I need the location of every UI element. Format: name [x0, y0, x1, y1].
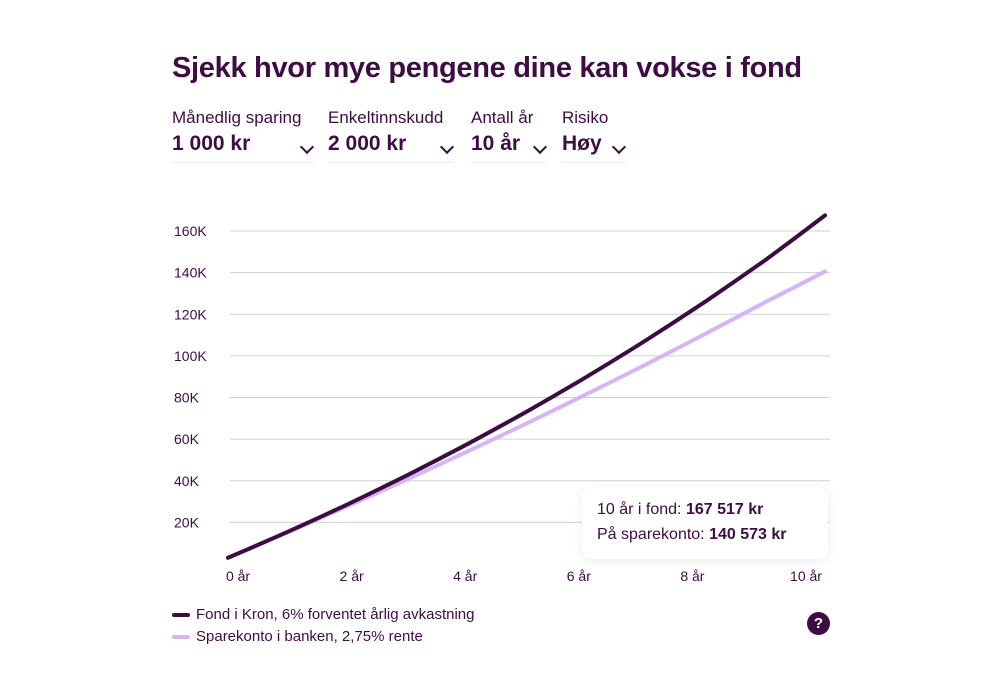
risk-value: Høy [562, 132, 602, 155]
monthly-savings-label: Månedlig sparing [172, 108, 302, 127]
y-tick-label: 40K [174, 473, 200, 489]
single-deposit-select[interactable]: Enkeltinnskudd 2 000 kr [328, 108, 455, 163]
monthly-savings-select[interactable]: Månedlig sparing 1 000 kr [172, 108, 315, 163]
legend-swatch-sparekonto [172, 635, 190, 640]
y-tick-label: 120K [174, 306, 207, 322]
single-deposit-label: Enkeltinnskudd [328, 108, 444, 127]
tooltip-spare-value: 140 573 kr [709, 526, 787, 543]
x-tick-label: 4 år [453, 568, 477, 584]
years-select[interactable]: Antall år 10 år [471, 108, 548, 163]
y-tick-label: 140K [174, 265, 207, 281]
legend-label-fond: Fond i Kron, 6% forventet årlig avkastni… [196, 606, 475, 623]
x-tick-label: 8 år [680, 568, 704, 584]
y-tick-label: 20K [174, 514, 200, 530]
y-tick-label: 60K [174, 431, 200, 447]
tooltip-spare-label: På sparekonto: [597, 526, 705, 543]
legend-label-sparekonto: Sparekonto i banken, 2,75% rente [196, 628, 423, 645]
chart-legend: Fond i Kron, 6% forventet årlig avkastni… [172, 604, 474, 648]
tooltip-fond-label: 10 år i fond: [597, 501, 682, 518]
chart-tooltip: 10 år i fond: 167 517 kr På sparekonto: … [582, 487, 828, 559]
risk-select[interactable]: Risiko Høy [562, 108, 627, 163]
legend-item-sparekonto: Sparekonto i banken, 2,75% rente [172, 626, 474, 648]
legend-swatch-fond [172, 613, 190, 618]
y-tick-label: 80K [174, 390, 200, 406]
years-value: 10 år [471, 132, 521, 155]
years-label: Antall år [471, 108, 534, 127]
risk-label: Risiko [562, 108, 609, 127]
y-tick-label: 160K [174, 223, 207, 239]
x-tick-label: 10 år [790, 568, 822, 584]
legend-item-fond: Fond i Kron, 6% forventet årlig avkastni… [172, 604, 474, 626]
x-tick-label: 0 år [226, 568, 250, 584]
series-line-fond [226, 213, 827, 560]
help-button[interactable]: ? [807, 612, 830, 635]
monthly-savings-value: 1 000 kr [172, 132, 251, 155]
page-title: Sjekk hvor mye pengene dine kan vokse i … [172, 52, 802, 84]
tooltip-fond-value: 167 517 kr [685, 501, 764, 518]
x-tick-label: 6 år [567, 568, 591, 584]
single-deposit-value: 2 000 kr [328, 132, 407, 155]
y-tick-label: 100K [174, 348, 207, 364]
x-tick-label: 2 år [340, 568, 364, 584]
